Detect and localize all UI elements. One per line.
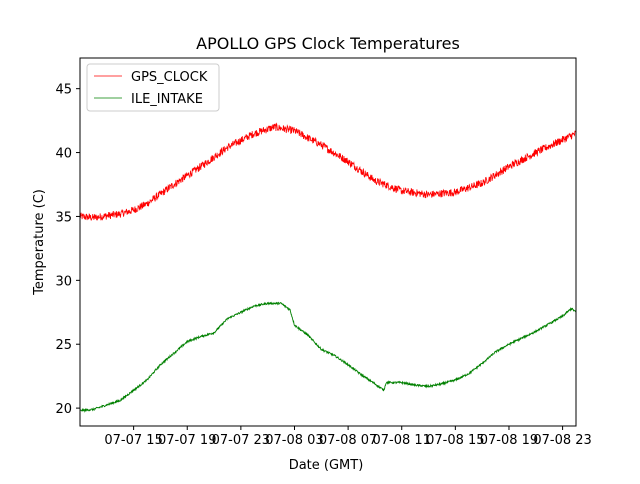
legend-label-ile-intake: ILE_INTAKE — [131, 92, 203, 107]
legend-label-gps-clock: GPS_CLOCK — [131, 70, 208, 85]
x-tick-label: 07-07 19 — [158, 433, 216, 448]
y-tick-label: 25 — [55, 338, 72, 353]
series-line-gps-clock — [80, 122, 576, 221]
x-tick-label: 07-07 15 — [104, 433, 162, 448]
x-tick-label: 07-08 03 — [265, 433, 323, 448]
x-axis-label: Date (GMT) — [289, 458, 364, 473]
x-tick-label: 07-08 19 — [480, 433, 538, 448]
y-tick-label: 40 — [55, 147, 72, 162]
plot-frame — [79, 57, 577, 427]
y-axis-label: Temperature (C) — [32, 189, 47, 296]
series-layer — [80, 122, 576, 413]
x-tick-label: 07-08 23 — [533, 433, 591, 448]
x-tick-label: 07-08 11 — [373, 433, 431, 448]
y-tick-label: 30 — [55, 274, 72, 289]
y-tick-label: 45 — [55, 83, 72, 98]
chart-title: APOLLO GPS Clock Temperatures — [196, 34, 460, 53]
x-tick-label: 07-08 07 — [319, 433, 377, 448]
x-tick-label: 07-07 23 — [212, 433, 270, 448]
legend: GPS_CLOCK ILE_INTAKE — [86, 63, 220, 112]
y-axis: 20 25 30 35 40 45 — [55, 83, 80, 417]
x-tick-label: 07-08 15 — [426, 433, 484, 448]
series-line-ile-intake — [80, 301, 576, 413]
y-tick-label: 20 — [55, 402, 72, 417]
y-tick-label: 35 — [55, 210, 72, 225]
